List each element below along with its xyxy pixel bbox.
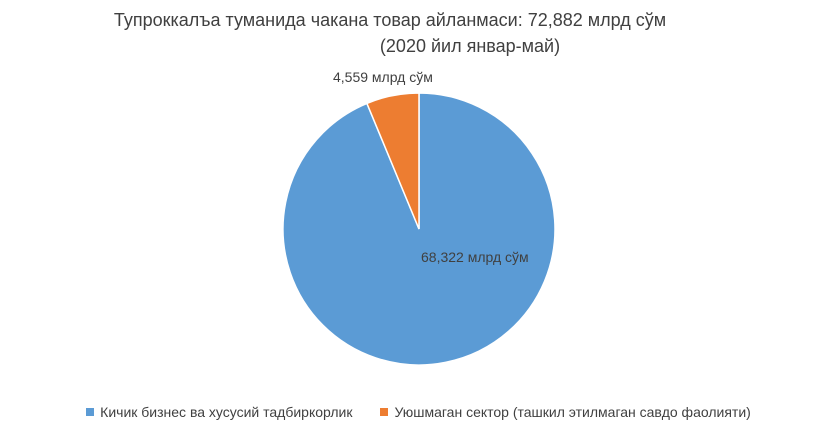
legend: Кичик бизнес ва хусусий тадбиркорлик Уюш… [0, 404, 837, 420]
legend-item-small-business: Кичик бизнес ва хусусий тадбиркорлик [86, 404, 352, 420]
pie-slice-unorganized-sector [365, 92, 420, 230]
slice-label-small-business: 68,322 млрд сўм [421, 249, 529, 265]
slice-label-unorganized-sector: 4,559 млрд сўм [333, 69, 433, 85]
pie-chart: 68,322 млрд сўм 4,559 млрд сўм [282, 69, 556, 366]
legend-item-unorganized-sector: Уюшмаган сектор (ташкил этилмаган савдо … [380, 404, 751, 420]
chart-title: Тупроккалъа туманида чакана товар айланм… [113, 10, 667, 30]
legend-label: Кичик бизнес ва хусусий тадбиркорлик [100, 404, 353, 420]
chart-subtitle: (2020 йил январ-май) [379, 36, 561, 56]
legend-swatch-blue [86, 408, 95, 416]
legend-label: Уюшмаган сектор (ташкил этилмаган савдо … [394, 404, 751, 420]
legend-swatch-orange [380, 408, 389, 416]
